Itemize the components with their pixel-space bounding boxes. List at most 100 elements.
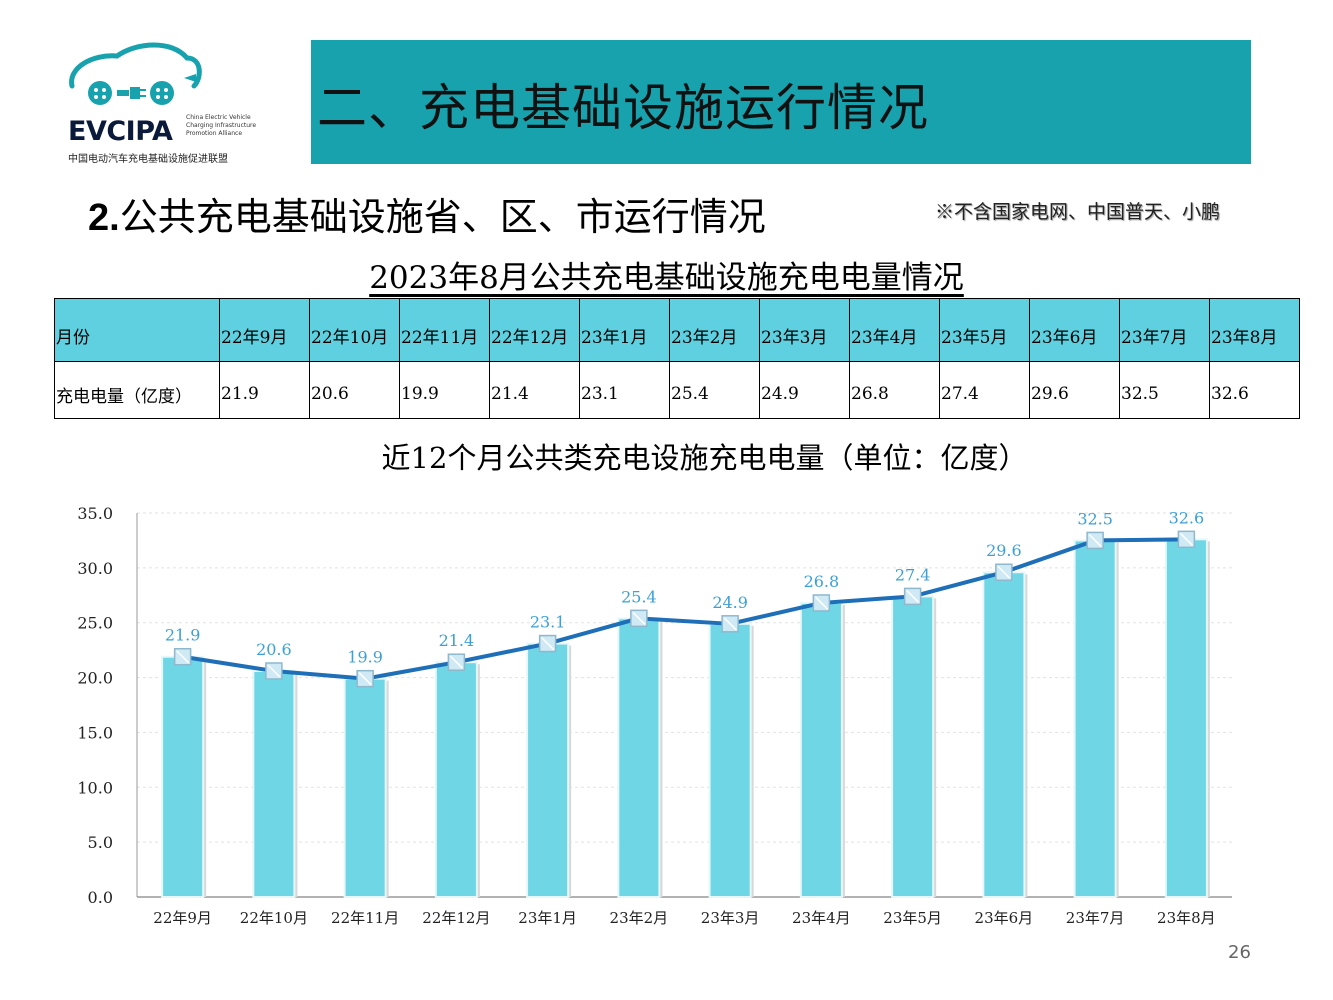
- data-label: 19.9: [347, 648, 383, 667]
- y-tick-label: 10.0: [77, 778, 113, 797]
- charging-volume-chart: 近12个月公共类充电设施充电电量（单位：亿度） 0.0 5.0 10.0 15.0 20.…: [77, 441, 1232, 927]
- y-tick-label: 30.0: [77, 559, 113, 578]
- table-cell: 25.4: [669, 361, 760, 419]
- data-label: 20.6: [256, 640, 292, 659]
- series-line: [182, 537, 1187, 681]
- section-title: 2.公共充电基础设施省、区、市运行情况: [88, 186, 766, 241]
- point-marker-highlight: [906, 589, 920, 603]
- ev-plug-car-icon: [69, 42, 202, 105]
- x-tick-label: 23年8月: [1157, 909, 1216, 927]
- table-title: 2023年8月公共充电基础设施充电电量情况: [369, 260, 964, 296]
- point-marker-highlight: [541, 637, 555, 651]
- evcipa-logo: EVCIPA China Electric Vehicle Charging I…: [62, 38, 272, 168]
- y-tick-label: 35.0: [77, 504, 113, 523]
- table-header-cell: 22年9月: [219, 298, 310, 362]
- bar: [434, 661, 478, 898]
- table-cell: 21.9: [219, 361, 310, 419]
- table-row-label: 充电电量（亿度）: [54, 361, 220, 419]
- table-cell: 24.9: [759, 361, 850, 419]
- point-marker-highlight: [358, 672, 372, 686]
- x-tick-label: 23年5月: [883, 909, 942, 927]
- x-tick-label: 23年2月: [610, 909, 669, 927]
- y-tick-label: 0.0: [88, 888, 113, 907]
- data-label: 32.5: [1077, 509, 1113, 528]
- table-header-cell: 23年3月: [759, 298, 850, 362]
- bar: [1073, 539, 1117, 899]
- logo-wordmark: EVCIPA: [68, 116, 173, 147]
- table-row: 充电电量（亿度） 21.9 20.6 19.9 21.4 23.1 25.4 24.9 26.…: [54, 361, 1300, 419]
- y-tick-label: 25.0: [77, 614, 113, 633]
- table-header-cell: 23年2月: [669, 298, 760, 362]
- table-cell: 32.5: [1119, 361, 1210, 419]
- bar: [343, 677, 387, 898]
- bar: [1164, 538, 1208, 899]
- table-cell: 23.1: [579, 361, 670, 419]
- bar: [252, 669, 296, 898]
- table-header-cell: 23年8月: [1209, 298, 1300, 362]
- data-label: 24.9: [712, 593, 748, 612]
- data-label: 21.9: [165, 626, 201, 645]
- bar: [891, 595, 935, 899]
- header-banner: 二、充电基础设施运行情况: [311, 40, 1251, 164]
- table-cell: 26.8: [849, 361, 940, 419]
- x-tick-label: 23年7月: [1066, 909, 1125, 927]
- y-tick-label: 15.0: [77, 723, 113, 742]
- logo-subtitle-en: China Electric Vehicle Charging Infrastr…: [186, 114, 257, 137]
- point-marker-highlight: [1179, 532, 1193, 546]
- point-marker-highlight: [267, 664, 281, 678]
- point-marker-highlight: [1088, 533, 1102, 547]
- x-tick-label: 23年4月: [792, 909, 851, 927]
- page-number: 26: [1228, 942, 1251, 963]
- data-label: 32.6: [1169, 508, 1205, 527]
- table-header-cell: 23年1月: [579, 298, 670, 362]
- table-cell: 27.4: [939, 361, 1030, 419]
- x-tick-label: 22年11月: [331, 909, 399, 927]
- bar: [526, 642, 570, 898]
- section-note: ※不含国家电网、中国普天、小鹏: [935, 201, 1221, 223]
- table-header-cell: 23年4月: [849, 298, 940, 362]
- bar: [708, 622, 752, 898]
- y-tick-label: 20.0: [77, 669, 113, 688]
- section-title-text: 公共充电基础设施省、区、市运行情况: [119, 195, 766, 239]
- table-cell: 21.4: [489, 361, 580, 419]
- point-marker-highlight: [814, 596, 828, 610]
- bar: [982, 571, 1026, 898]
- data-label: 26.8: [804, 572, 840, 591]
- table-header-cell: 23年6月: [1029, 298, 1120, 362]
- table-cell: 20.6: [309, 361, 400, 419]
- section-number: 2.: [88, 197, 120, 239]
- table-cell: 29.6: [1029, 361, 1120, 419]
- data-label: 27.4: [895, 565, 931, 584]
- logo-subtitle-cn: 中国电动汽车充电基础设施促进联盟: [68, 154, 228, 165]
- x-tick-label: 23年3月: [701, 909, 760, 927]
- table-header-cell: 23年7月: [1119, 298, 1210, 362]
- x-tick-label: 23年1月: [518, 909, 577, 927]
- table-header-cell: 22年12月: [489, 298, 580, 362]
- bar: [161, 655, 205, 898]
- bar: [799, 601, 843, 898]
- table-header-cell: 22年10月: [309, 298, 400, 362]
- table-header-row: 月份 22年9月 22年10月 22年11月 22年12月 23年1月 23年2月 23年3…: [54, 298, 1300, 362]
- table-header-cell: 23年5月: [939, 298, 1030, 362]
- data-label: 29.6: [986, 541, 1022, 560]
- point-marker-highlight: [723, 617, 737, 631]
- point-marker-highlight: [632, 611, 646, 625]
- point-marker-highlight: [449, 655, 463, 669]
- table-cell: 19.9: [399, 361, 490, 419]
- point-marker-highlight: [997, 565, 1011, 579]
- bar: [617, 617, 661, 898]
- x-tick-label: 22年10月: [240, 909, 308, 927]
- data-label: 23.1: [530, 613, 566, 632]
- point-marker-highlight: [176, 650, 190, 664]
- table-cell: 32.6: [1209, 361, 1300, 419]
- data-table: 月份 22年9月 22年10月 22年11月 22年12月 23年1月 23年2月 23年3…: [54, 298, 1300, 419]
- page-title: 二、充电基础设施运行情况: [317, 79, 929, 137]
- x-tick-label: 22年12月: [422, 909, 490, 927]
- x-tick-label: 23年6月: [975, 909, 1034, 927]
- data-label: 21.4: [439, 631, 475, 650]
- y-tick-label: 5.0: [88, 833, 113, 852]
- table-header-label: 月份: [54, 298, 220, 362]
- data-label: 25.4: [621, 587, 657, 606]
- x-tick-label: 22年9月: [153, 909, 212, 927]
- chart-title: 近12个月公共类充电设施充电电量（单位：亿度）: [382, 441, 1028, 475]
